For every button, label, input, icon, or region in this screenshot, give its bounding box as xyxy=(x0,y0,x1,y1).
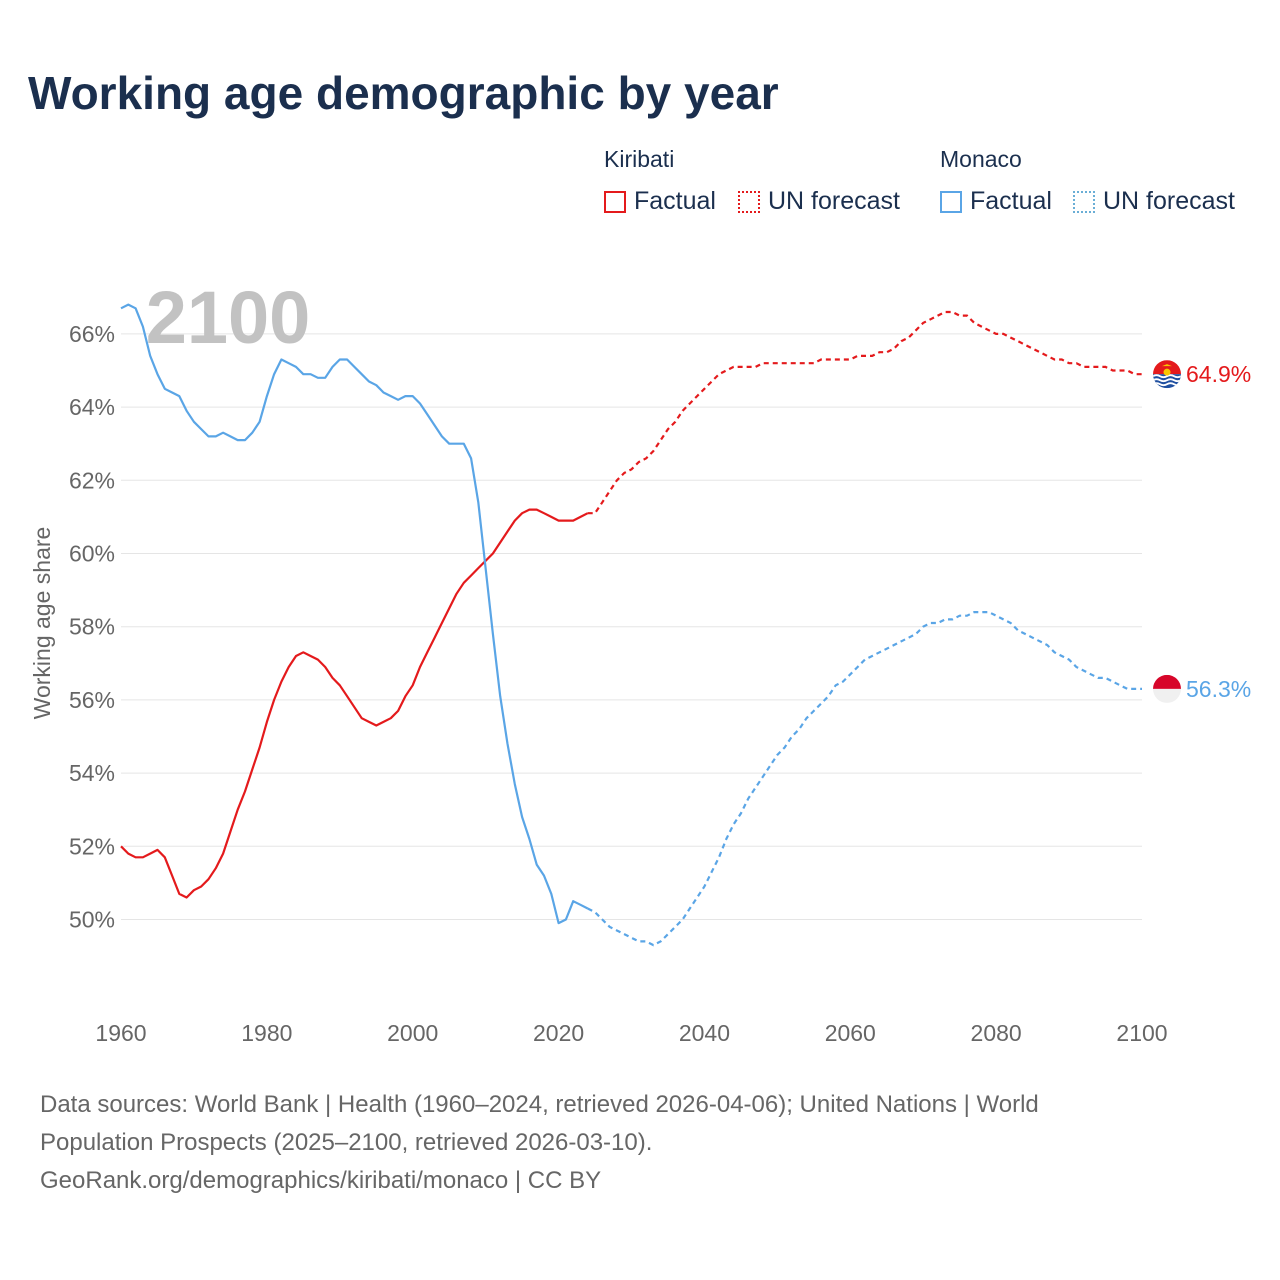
x-tick-label: 2100 xyxy=(1116,1020,1167,1046)
year-watermark: 2100 xyxy=(146,276,311,359)
legend-swatch-solid xyxy=(940,190,962,213)
y-tick-label: 58% xyxy=(69,614,115,640)
end-label-kiribati: 64.9% xyxy=(1186,361,1251,387)
y-tick-label: 54% xyxy=(69,760,115,786)
monaco-flag-icon xyxy=(1153,674,1181,703)
series-kiribati-forecast xyxy=(587,310,1142,515)
legend-swatch-dotted xyxy=(738,190,760,213)
end-label-monaco: 56.3% xyxy=(1186,676,1251,702)
legend-label: UN forecast xyxy=(1103,187,1235,215)
footer-link[interactable]: GeoRank.org/demographics/kiribati/monaco… xyxy=(40,1167,602,1194)
series xyxy=(120,303,1142,947)
line-chart: 2100 50% 52% 54% 56% 58% 60% 62% 64% 66% 1960 1980… xyxy=(29,276,1251,1046)
chart-title: Working age demographic by year xyxy=(28,67,779,119)
footer-sources: Data sources: World Bank | Health (1960–… xyxy=(40,1086,1240,1200)
series-kiribati-factual xyxy=(120,508,589,899)
gridlines xyxy=(121,333,1142,920)
legend-group-monaco: Monaco xyxy=(940,146,1022,172)
y-tick-label: 56% xyxy=(69,687,115,713)
y-tick-label: 60% xyxy=(69,541,115,567)
x-tick-label: 2000 xyxy=(387,1020,438,1046)
footer-line: Data sources: World Bank | Health (1960–… xyxy=(40,1091,1039,1118)
x-tick-label: 2080 xyxy=(971,1020,1022,1046)
y-tick-label: 50% xyxy=(69,906,115,932)
legend-label: UN forecast xyxy=(768,187,900,215)
y-tick-label: 66% xyxy=(69,321,115,347)
y-axis-label: Working age share xyxy=(29,527,55,720)
x-tick-label: 1960 xyxy=(95,1020,146,1046)
x-tick-label: 2060 xyxy=(825,1020,876,1046)
kiribati-flag-icon xyxy=(1153,360,1181,389)
series-monaco-forecast xyxy=(587,611,1142,947)
y-tick-label: 62% xyxy=(69,467,115,493)
axes: 50% 52% 54% 56% 58% 60% 62% 64% 66% 1960 1980 2000 2… xyxy=(69,321,1168,1046)
legend-monaco-factual[interactable]: Factual xyxy=(940,187,1052,216)
legend-group-kiribati: Kiribati xyxy=(604,146,675,172)
footer-line: Population Prospects (2025–2100, retriev… xyxy=(40,1129,653,1156)
legend-kiribati-forecast[interactable]: UN forecast xyxy=(738,187,900,216)
x-tick-label: 2040 xyxy=(679,1020,730,1046)
legend-kiribati-factual[interactable]: Factual xyxy=(604,187,716,216)
series-monaco-factual xyxy=(120,303,589,925)
legend-label: Factual xyxy=(970,187,1052,215)
legend-swatch-solid xyxy=(604,190,626,213)
legend-swatch-dotted xyxy=(1073,190,1095,213)
x-tick-label: 1980 xyxy=(241,1020,292,1046)
y-tick-label: 52% xyxy=(69,833,115,859)
legend-monaco-forecast[interactable]: UN forecast xyxy=(1073,187,1235,216)
legend-label: Factual xyxy=(634,187,716,215)
y-tick-label: 64% xyxy=(69,394,115,420)
x-tick-label: 2020 xyxy=(533,1020,584,1046)
